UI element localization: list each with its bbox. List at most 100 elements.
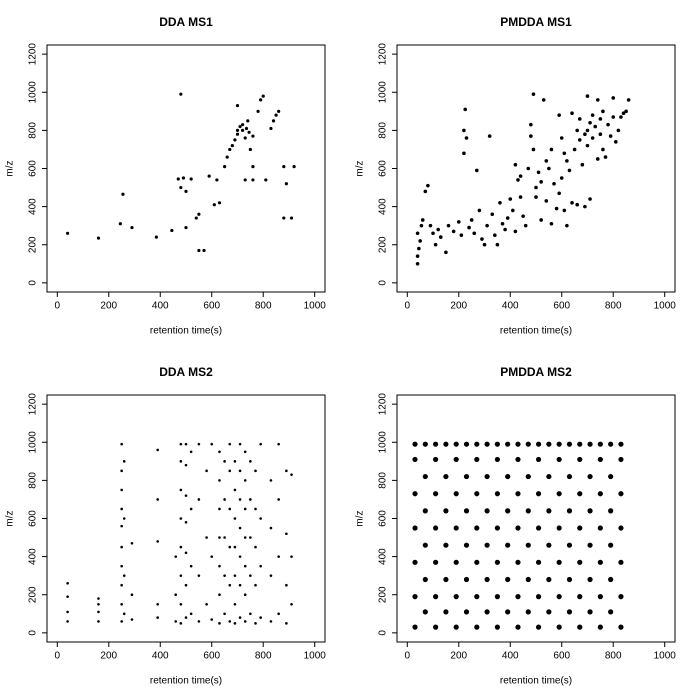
point <box>412 624 418 630</box>
point <box>65 231 70 235</box>
point <box>566 441 573 447</box>
point <box>624 109 628 114</box>
point <box>120 583 123 587</box>
point <box>233 622 237 625</box>
point <box>539 218 543 222</box>
point <box>618 525 624 531</box>
point <box>453 559 459 565</box>
point <box>597 559 603 565</box>
point <box>597 491 603 497</box>
point <box>463 508 470 514</box>
point <box>608 576 614 583</box>
point <box>228 507 232 511</box>
point <box>494 594 500 600</box>
y-tick-label: 800 <box>378 472 389 489</box>
point <box>233 574 237 577</box>
point <box>484 609 490 615</box>
point <box>243 136 247 140</box>
point <box>525 441 531 447</box>
x-axis-label: retention time(s) <box>500 326 572 337</box>
point <box>215 178 219 182</box>
point <box>66 581 69 585</box>
point <box>618 559 624 565</box>
point <box>233 517 237 520</box>
point <box>608 542 614 548</box>
point <box>259 442 262 446</box>
point <box>422 609 428 615</box>
point <box>66 610 69 614</box>
point <box>484 441 490 447</box>
point <box>249 460 252 463</box>
point <box>271 119 276 123</box>
point <box>235 132 240 136</box>
point <box>463 441 470 447</box>
point <box>595 157 600 161</box>
point <box>495 242 500 247</box>
point <box>508 197 513 201</box>
point <box>474 491 480 497</box>
point <box>66 620 69 623</box>
point <box>585 94 590 98</box>
point <box>552 181 556 186</box>
y-tick-label: 0 <box>378 630 389 636</box>
panel: DDA MS2 retention time(s) m/z 0 200 400 600 800… <box>5 365 327 686</box>
point <box>122 460 126 463</box>
panel: PMDDA MS1 retention time(s) m/z 0 200 400 600 8… <box>355 15 677 336</box>
point <box>120 620 123 623</box>
point <box>503 227 507 232</box>
point <box>485 223 489 228</box>
point <box>254 622 257 625</box>
point <box>477 208 482 213</box>
point <box>96 236 101 240</box>
x-tick-label: 0 <box>405 651 411 662</box>
point <box>557 113 561 117</box>
point <box>556 491 562 497</box>
point <box>556 456 562 463</box>
y-tick-label: 1000 <box>378 431 389 454</box>
point <box>422 576 428 583</box>
point <box>463 107 468 112</box>
point <box>585 128 590 133</box>
point <box>534 185 538 190</box>
point <box>97 620 100 623</box>
point <box>463 609 470 615</box>
point <box>243 593 247 597</box>
point <box>500 221 505 226</box>
point <box>285 583 288 587</box>
point <box>462 128 466 133</box>
point <box>197 574 201 577</box>
point <box>277 442 280 446</box>
point <box>228 545 232 549</box>
point <box>174 593 178 597</box>
point <box>546 576 552 583</box>
point <box>194 216 198 220</box>
point <box>249 536 252 539</box>
point <box>526 166 531 171</box>
point <box>238 616 242 619</box>
point <box>184 583 188 587</box>
point <box>494 491 500 497</box>
point <box>608 441 614 447</box>
point <box>243 507 247 511</box>
panel: DDA MS1 retention time(s) m/z 0 200 400 600 800… <box>5 15 327 336</box>
point <box>577 594 583 600</box>
point <box>590 113 595 117</box>
point <box>494 559 500 565</box>
point <box>515 491 521 497</box>
point <box>179 460 183 463</box>
point <box>493 233 497 238</box>
point <box>285 622 288 625</box>
point <box>557 191 561 196</box>
panel-title: DDA MS2 <box>159 365 213 379</box>
point <box>189 507 193 511</box>
point <box>249 498 252 501</box>
point <box>233 460 237 463</box>
x-tick-label: 800 <box>255 301 272 312</box>
point <box>422 542 428 548</box>
point <box>556 624 562 630</box>
point <box>562 151 567 156</box>
point <box>259 517 262 520</box>
point <box>290 602 293 606</box>
point <box>443 576 449 583</box>
